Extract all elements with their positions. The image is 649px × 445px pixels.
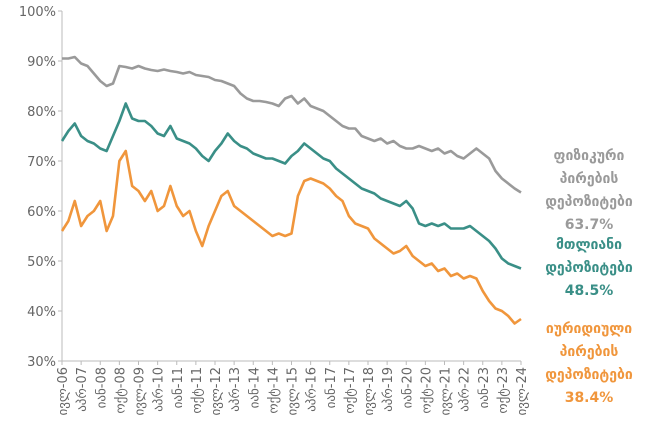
x-tick-label: ოქტ-14: [266, 367, 281, 414]
x-tick-label: აპრ-16: [305, 367, 320, 412]
series-line: [60, 149, 522, 325]
x-tick-label: ივლ-21: [439, 367, 454, 415]
series-name: იურიდიული პირების დეპოზიტები: [545, 321, 633, 383]
series-name: მთლიანი დეპოზიტები: [545, 237, 633, 276]
series-line: [60, 102, 522, 270]
x-tick-label: აპრ-19: [381, 367, 396, 412]
x-tick-label: იან-11: [171, 367, 186, 408]
series-line: [62, 55, 522, 194]
x-tick-label: ივლ-06: [56, 367, 71, 415]
y-tick-label: 100%: [19, 5, 56, 20]
x-tick-label: ივლ-09: [133, 367, 148, 415]
x-tick-label: აპრ-13: [228, 367, 243, 412]
x-tick-label: ივლ-12: [209, 367, 224, 415]
y-tick-label: 40%: [27, 305, 56, 320]
y-tick-label: 90%: [27, 55, 56, 70]
end-label: ფიზიკური პირების დეპოზიტები 63.7%: [524, 145, 649, 237]
x-tick-label: ივლ-18: [362, 367, 377, 415]
y-tick-label: 60%: [27, 205, 56, 220]
x-tick-label: ოქტ-20: [419, 367, 434, 414]
x-tick-label: ოქტ-17: [343, 367, 358, 414]
x-tick-label: იან-17: [324, 367, 339, 408]
x-tick-label: იან-20: [400, 367, 415, 408]
end-value-label: 38.4%: [564, 390, 614, 406]
x-tick-label: აპრ-07: [75, 367, 90, 412]
x-tick-label: ოქტ-23: [496, 367, 511, 414]
x-tick-label: ოქტ-08: [113, 367, 128, 414]
y-tick-label: 70%: [27, 155, 56, 170]
x-tick-label: აპრ-10: [152, 367, 167, 412]
x-tick-label: აპრ-22: [458, 367, 473, 412]
x-tick-label: ივლ-24: [515, 367, 530, 415]
x-tick-label: ოქტ-11: [190, 367, 205, 414]
end-value-label: 48.5%: [564, 283, 614, 299]
y-tick-label: 50%: [27, 255, 56, 270]
x-tick-label: ივლ-15: [286, 367, 301, 415]
series-name: ფიზიკური პირების დეპოზიტები: [545, 148, 633, 210]
end-value-label: 63.7%: [564, 217, 614, 233]
x-tick-label: იან-08: [94, 367, 109, 408]
end-label: იურიდიული პირების დეპოზიტები 38.4%: [524, 318, 649, 410]
end-label: მთლიანი დეპოზიტები 48.5%: [524, 234, 649, 303]
x-tick-label: იან-23: [477, 367, 492, 408]
x-tick-label: იან-14: [247, 367, 262, 408]
y-tick-label: 80%: [27, 105, 56, 120]
y-tick-label: 30%: [27, 355, 56, 370]
